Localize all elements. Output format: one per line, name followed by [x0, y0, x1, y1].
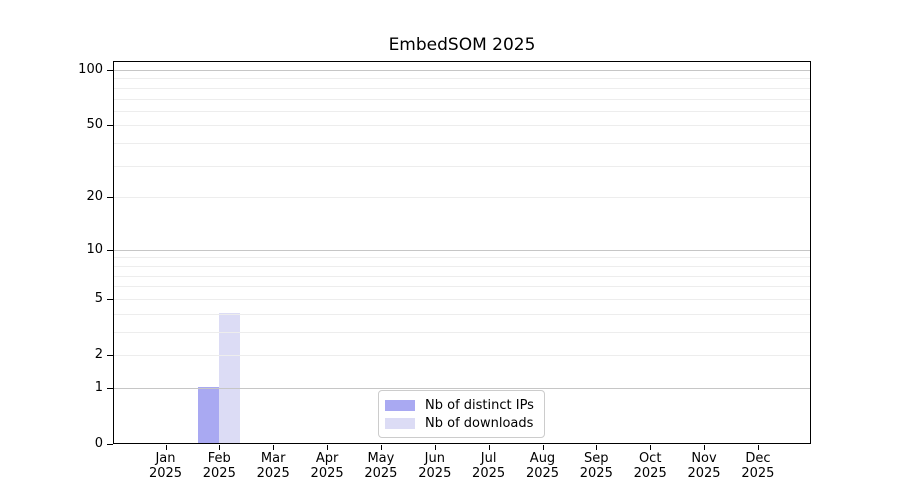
x-tick	[165, 445, 167, 450]
x-tick-label: May 2025	[364, 451, 398, 481]
x-tick-label: Jun 2025	[418, 451, 452, 481]
y-gridline-minor	[114, 257, 810, 259]
x-tick-label: Sep 2025	[579, 451, 613, 481]
y-gridline-minor	[114, 355, 810, 356]
y-tick-label: 20	[86, 189, 103, 205]
legend: Nb of distinct IPs Nb of downloads	[378, 390, 545, 438]
x-tick-label: Dec 2025	[741, 451, 775, 481]
chart-title: EmbedSOM 2025	[388, 35, 536, 55]
x-tick-label: Mar 2025	[256, 451, 290, 481]
y-tick	[107, 125, 113, 127]
y-tick-label: 10	[86, 241, 103, 257]
plot-area	[113, 61, 811, 444]
legend-label-distinct-ips: Nb of distinct IPs	[425, 397, 534, 413]
y-tick-label: 5	[94, 290, 103, 306]
y-tick	[107, 444, 113, 445]
legend-label-downloads: Nb of downloads	[425, 415, 534, 431]
y-gridline-minor	[114, 78, 810, 80]
y-tick-label: 2	[94, 347, 103, 362]
y-tick	[107, 355, 113, 356]
y-gridline-minor	[114, 265, 810, 267]
y-gridline-minor	[114, 110, 810, 112]
y-gridline-minor	[114, 87, 810, 89]
y-tick	[107, 249, 113, 251]
x-tick	[273, 445, 275, 450]
x-tick	[650, 445, 652, 450]
x-tick	[488, 445, 490, 450]
y-gridline-minor	[114, 286, 810, 288]
y-gridline-minor	[114, 197, 810, 199]
y-gridline-minor	[114, 98, 810, 100]
y-gridline-major	[114, 70, 810, 71]
x-tick-label: Oct 2025	[633, 451, 667, 481]
y-tick	[107, 197, 113, 199]
x-tick-label: Jul 2025	[472, 451, 506, 481]
y-gridline-minor	[114, 275, 810, 277]
y-gridline-major	[114, 387, 810, 389]
x-tick	[434, 445, 436, 450]
legend-swatch-distinct-ips	[385, 399, 415, 411]
x-tick	[704, 445, 705, 450]
x-tick	[380, 445, 382, 450]
x-tick	[542, 445, 544, 450]
y-gridline-minor	[114, 313, 810, 315]
x-tick-label: Apr 2025	[310, 451, 344, 481]
x-tick-label: Aug 2025	[525, 451, 560, 481]
y-tick-label: 0	[94, 436, 103, 451]
x-tick-label: Nov 2025	[687, 451, 721, 481]
y-tick-label: 100	[78, 62, 103, 77]
y-gridline-major	[114, 249, 810, 251]
x-tick	[596, 445, 598, 450]
y-gridline-minor	[114, 165, 810, 167]
y-tick	[107, 70, 113, 71]
x-tick	[219, 445, 221, 450]
y-tick	[107, 387, 113, 389]
y-tick	[107, 298, 113, 300]
legend-item-downloads: Nb of downloads	[385, 414, 534, 432]
x-tick	[327, 445, 329, 450]
x-tick	[757, 445, 759, 450]
y-gridline-minor	[114, 125, 810, 127]
y-gridline-minor	[114, 143, 810, 145]
y-gridline-minor	[114, 331, 810, 333]
bar-nb-of-downloads	[219, 312, 241, 443]
y-tick-label: 1	[94, 379, 103, 395]
x-tick-label: Feb 2025	[202, 451, 236, 481]
x-tick-label: Jan 2025	[148, 451, 183, 481]
bar-nb-of-distinct-ips	[198, 386, 220, 443]
y-tick-label: 50	[86, 117, 103, 133]
legend-item-distinct-ips: Nb of distinct IPs	[385, 396, 534, 414]
legend-swatch-downloads	[385, 417, 415, 429]
y-gridline-minor	[114, 298, 810, 300]
